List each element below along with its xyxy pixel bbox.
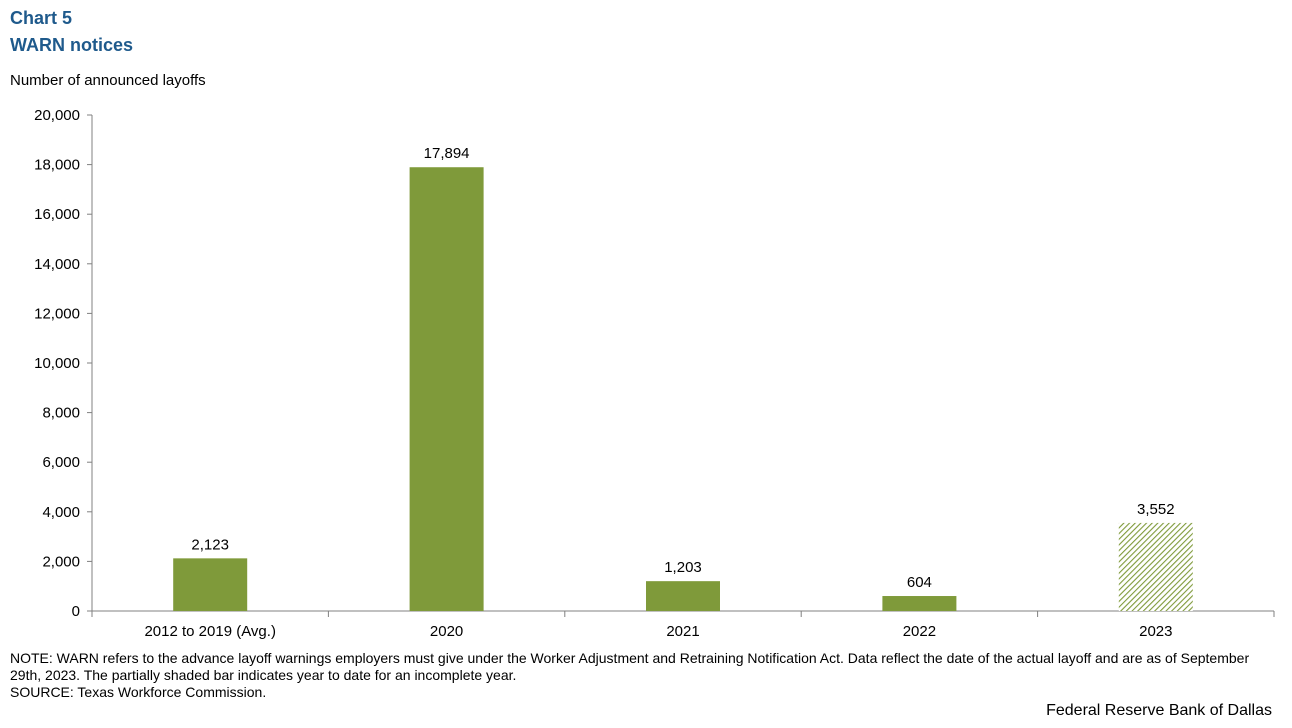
bar-value-label: 17,894 bbox=[424, 145, 470, 162]
x-tick-label: 2022 bbox=[903, 623, 936, 640]
chart-title: WARN notices bbox=[10, 35, 134, 55]
x-tick-label: 2023 bbox=[1139, 623, 1172, 640]
chart-number: Chart 5 bbox=[10, 8, 73, 28]
footnotes: NOTE: WARN refers to the advance layoff … bbox=[10, 650, 1280, 701]
x-axis: 2012 to 2019 (Avg.) 2020 2021 2022 2023 bbox=[91, 610, 1275, 640]
y-tick-label: 16,000 bbox=[34, 206, 80, 223]
bar-value-labels: 2,123 17,894 1,203 604 3,552 bbox=[191, 145, 1174, 591]
y-tick-label: 2,000 bbox=[42, 553, 80, 570]
note-text: NOTE: WARN refers to the advance layoff … bbox=[10, 650, 1250, 683]
y-tick-label: 0 bbox=[72, 603, 80, 620]
x-tick-label: 2021 bbox=[666, 623, 699, 640]
y-tick-label: 14,000 bbox=[34, 256, 80, 273]
y-tick-label: 10,000 bbox=[34, 355, 80, 372]
bar-value-label: 1,203 bbox=[664, 559, 702, 576]
y-tick-label: 20,000 bbox=[34, 107, 80, 124]
y-axis-label: Number of announced layoffs bbox=[10, 72, 206, 89]
bars-group bbox=[173, 167, 1193, 611]
y-tick-label: 12,000 bbox=[34, 305, 80, 322]
bar-2021 bbox=[646, 581, 720, 611]
y-tick-label: 6,000 bbox=[42, 454, 80, 471]
y-tick-label: 4,000 bbox=[42, 504, 80, 521]
bar-value-label: 604 bbox=[907, 574, 932, 591]
bar-value-label: 3,552 bbox=[1137, 501, 1175, 518]
x-tick-label: 2012 to 2019 (Avg.) bbox=[144, 623, 275, 640]
y-tick-label: 8,000 bbox=[42, 405, 80, 422]
bar-2022 bbox=[882, 596, 957, 611]
bar-value-label: 2,123 bbox=[191, 536, 229, 553]
bar-2023 bbox=[1118, 522, 1193, 611]
x-tick-label: 2020 bbox=[430, 623, 463, 640]
bar-2020 bbox=[409, 167, 484, 611]
y-tick-label: 18,000 bbox=[34, 157, 80, 174]
bar-2012-to-2019-avg bbox=[173, 558, 248, 611]
credit-text: Federal Reserve Bank of Dallas bbox=[1046, 702, 1272, 719]
source-text: SOURCE: Texas Workforce Commission. bbox=[10, 684, 267, 700]
y-axis: 0 2,000 4,000 6,000 8,000 10,000 12,000 14,000 1… bbox=[34, 107, 93, 620]
